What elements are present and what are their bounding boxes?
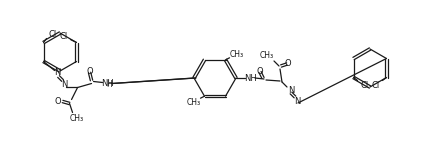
- Text: O: O: [285, 59, 291, 68]
- Text: Cl: Cl: [59, 32, 68, 41]
- Text: CH₃: CH₃: [187, 98, 201, 107]
- Text: NH: NH: [101, 79, 114, 88]
- Text: Cl: Cl: [372, 81, 380, 90]
- Text: N: N: [288, 85, 294, 95]
- Text: N: N: [54, 68, 61, 77]
- Text: O: O: [256, 67, 263, 76]
- Text: O: O: [54, 97, 61, 106]
- Text: Cl: Cl: [49, 30, 57, 39]
- Text: Cl: Cl: [360, 81, 368, 90]
- Text: O: O: [86, 67, 93, 76]
- Text: N: N: [294, 96, 300, 105]
- Text: CH₃: CH₃: [69, 114, 84, 123]
- Text: NH: NH: [243, 73, 256, 83]
- Text: CH₃: CH₃: [260, 51, 274, 60]
- Text: N: N: [61, 80, 68, 89]
- Text: H: H: [107, 80, 112, 89]
- Text: CH₃: CH₃: [230, 50, 243, 59]
